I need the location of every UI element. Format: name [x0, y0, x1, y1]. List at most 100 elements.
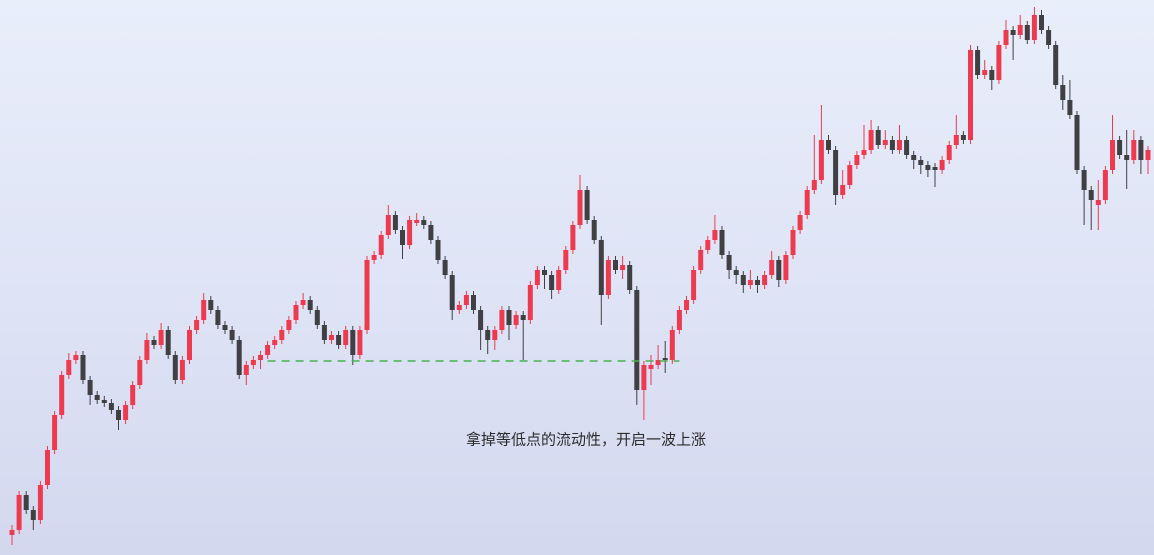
candle-body [336, 335, 342, 345]
candle-body [542, 270, 547, 275]
candle-body [499, 310, 505, 330]
candle-body [740, 275, 746, 285]
candle-body [158, 330, 164, 345]
candle-body [570, 225, 576, 250]
candle-body [676, 310, 682, 330]
candle-body [996, 45, 1002, 80]
candle-body [684, 300, 689, 310]
candle-body [165, 330, 171, 355]
candle-body [272, 340, 278, 345]
candle-body [1046, 30, 1052, 45]
candle-body [59, 375, 65, 415]
candle-body [137, 360, 143, 385]
candle-body [236, 340, 242, 375]
candle-body [932, 167, 938, 170]
candle-body [534, 270, 540, 285]
candle-body [1053, 45, 1059, 85]
candle-body [591, 220, 597, 240]
candle-body [882, 140, 888, 145]
candle-body [705, 240, 711, 250]
candle-body [385, 215, 391, 235]
candle-body [747, 280, 753, 285]
candle-body [641, 365, 647, 390]
candle-body [1138, 140, 1144, 160]
candle-body [577, 190, 583, 225]
candle-body [506, 310, 512, 325]
candle-body [897, 140, 902, 150]
candle-body [329, 335, 334, 340]
candle-body [37, 485, 43, 520]
candle-body [208, 300, 214, 310]
candle-body [861, 150, 867, 155]
candle-body [946, 145, 952, 160]
candle-body [435, 240, 441, 260]
candle-body [527, 285, 533, 320]
candle-body [243, 365, 249, 375]
candle-body [826, 140, 831, 150]
candle-body [605, 260, 611, 295]
candle-body [1010, 30, 1016, 35]
candle-body [513, 315, 519, 325]
candle-body [392, 215, 398, 230]
candle-body [16, 495, 22, 530]
candle-body [818, 140, 824, 180]
candle-body [627, 265, 633, 290]
candle-body [804, 190, 810, 215]
candle-body [279, 330, 285, 340]
candle-body [350, 330, 356, 355]
candle-body [712, 230, 718, 240]
candle-body [755, 280, 760, 285]
candle-body [307, 300, 313, 310]
candle-body [520, 315, 526, 320]
candle-body [492, 330, 498, 340]
candle-body [187, 330, 192, 360]
candle-body [960, 135, 966, 140]
candle-body [378, 235, 384, 255]
candle-body [449, 275, 455, 310]
candle-body [911, 155, 917, 160]
candle-body [130, 385, 136, 405]
candle-body [87, 380, 93, 395]
candle-body [648, 365, 654, 369]
candle-body [222, 325, 228, 330]
candle-body [925, 165, 931, 170]
candle-body [982, 70, 988, 75]
candle-body [265, 345, 271, 355]
candle-body [776, 260, 782, 280]
candle-body [1145, 150, 1151, 160]
candle-body [463, 295, 469, 305]
candle-body [655, 360, 661, 365]
candle-body [179, 360, 185, 380]
candle-body [478, 310, 484, 330]
candle-body [108, 403, 114, 410]
candle-body [314, 310, 320, 325]
candle-body [939, 160, 945, 170]
candle-body [769, 260, 775, 275]
candle-body [364, 260, 370, 330]
candle-body [1067, 100, 1073, 115]
candle-body [662, 358, 668, 360]
candle-body [52, 415, 58, 450]
candle-body [73, 355, 79, 360]
candle-body [975, 50, 981, 75]
candle-body [875, 130, 881, 145]
candle-body [598, 240, 604, 295]
candle-body [847, 165, 853, 185]
candle-body [45, 450, 50, 485]
candle-body [9, 530, 15, 535]
candle-body [1074, 115, 1080, 170]
candle-body [1081, 170, 1087, 190]
candle-body [407, 220, 413, 245]
candle-body [811, 180, 817, 190]
candle-body [116, 410, 121, 420]
candle-body [698, 250, 704, 270]
annotation: 拿掉等低点的流动性，开启一波上涨 [466, 431, 706, 449]
candle-body [1095, 200, 1101, 205]
candle-body [485, 330, 491, 340]
candle-body [371, 255, 377, 260]
candle-body [790, 230, 796, 255]
candle-body [854, 155, 860, 165]
candle-body [194, 320, 200, 330]
candle-body [797, 215, 803, 230]
candle-body [400, 230, 405, 245]
